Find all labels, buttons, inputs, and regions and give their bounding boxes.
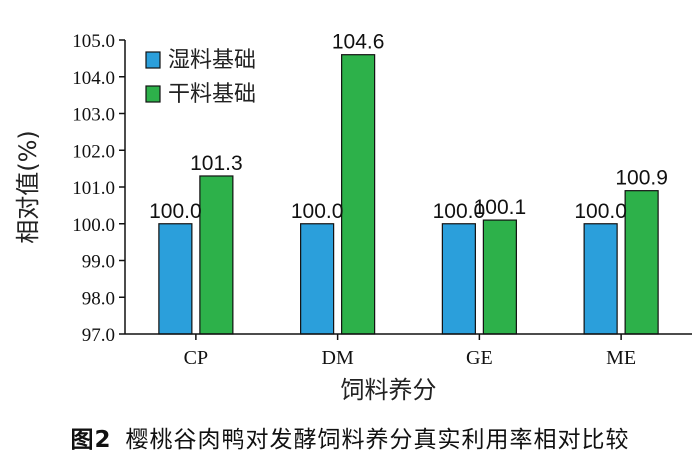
bar-dm-series-1 [300, 223, 335, 335]
x-tick-label-me: ME [606, 347, 636, 369]
data-label-me-series-2: 100.9 [615, 167, 668, 190]
bar-ge-series-1 [441, 223, 476, 335]
y-tick-label: 98.0 [82, 288, 115, 309]
bar-me-series-1 [583, 223, 618, 335]
x-tick-label-cp: CP [184, 347, 208, 369]
y-tick-label: 102.0 [72, 141, 115, 162]
bar-ge-series-2 [482, 219, 517, 335]
figure-caption: 图2 樱桃谷肉鸭对发酵饲料养分真实利用率相对比较 [0, 420, 700, 460]
y-ticks-layer: 97.0 98.0 99.0 100.0 101.0 102.0 103.0 104.0 105… [72, 31, 125, 346]
data-label-cp-series-1: 100.0 [149, 200, 202, 223]
y-tick-label: 97.0 [82, 325, 115, 346]
x-tick-label-ge: GE [466, 347, 493, 369]
x-tick-label-dm: DM [322, 347, 354, 369]
legend-swatch-series-2 [145, 85, 161, 103]
y-tick-label: 100.0 [72, 215, 115, 236]
legend-label-series-1: 湿料基础 [168, 48, 256, 73]
data-label-ge-series-2: 100.1 [474, 196, 527, 219]
bar-me-series-2 [624, 190, 659, 335]
y-tick-label: 105.0 [72, 31, 115, 52]
figure-number: 图2 [70, 427, 112, 453]
data-label-dm-series-2: 104.6 [332, 31, 385, 54]
data-label-cp-series-2: 101.3 [190, 152, 243, 175]
caption-text: 樱桃谷肉鸭对发酵饲料养分真实利用率相对比较 [125, 427, 630, 453]
y-tick-label: 103.0 [72, 105, 115, 126]
y-tick-label: 104.0 [72, 68, 115, 89]
data-label-dm-series-1: 100.0 [291, 200, 344, 223]
y-tick-label: 101.0 [72, 178, 115, 199]
legend-swatch-series-1 [145, 51, 161, 69]
x-ticks-layer: CP DM GE ME [184, 334, 636, 369]
y-tick-label: 99.0 [82, 252, 115, 273]
data-label-me-series-1: 100.0 [574, 200, 627, 223]
legend-label-series-2: 干料基础 [168, 82, 256, 107]
y-axis-title: 相对值(%) [14, 130, 42, 244]
bar-dm-series-2 [341, 54, 376, 335]
bar-cp-series-1 [158, 223, 193, 335]
bars-layer [158, 54, 659, 335]
x-axis-title: 饲料养分 [341, 376, 437, 404]
bar-cp-series-2 [199, 175, 234, 335]
data-label-ge-series-1: 100.0 [433, 200, 486, 223]
